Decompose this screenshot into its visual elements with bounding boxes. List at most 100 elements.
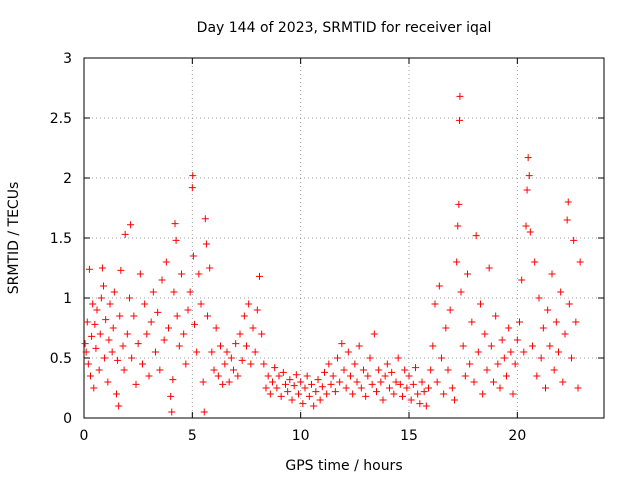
- data-point: [136, 270, 144, 278]
- data-point: [565, 300, 573, 308]
- data-point: [188, 184, 196, 192]
- data-point: [100, 282, 107, 290]
- data-point: [249, 324, 257, 332]
- data-point: [149, 288, 157, 296]
- data-point: [355, 342, 363, 350]
- data-point: [308, 380, 315, 388]
- data-point: [173, 312, 181, 320]
- data-point: [472, 232, 480, 240]
- data-point: [407, 396, 415, 404]
- data-point: [84, 360, 92, 368]
- data-point: [169, 376, 177, 384]
- data-point: [121, 230, 129, 238]
- data-point: [561, 330, 569, 338]
- data-point: [453, 258, 461, 266]
- data-point: [284, 388, 292, 396]
- y-tick-label: 3: [63, 51, 72, 67]
- axis-ticks: 0 5 10 15 20 0 0.5 1 1.5 2 2.5 3: [50, 51, 604, 444]
- data-points: [81, 92, 584, 416]
- data-point: [416, 400, 424, 408]
- data-point: [195, 270, 203, 278]
- data-point: [544, 306, 552, 314]
- x-tick-label: 15: [400, 428, 418, 444]
- data-point: [503, 372, 510, 380]
- data-point: [113, 390, 120, 398]
- data-point: [273, 384, 281, 392]
- data-point: [329, 372, 337, 380]
- data-point: [492, 312, 500, 320]
- data-point: [576, 258, 584, 266]
- data-point: [295, 390, 302, 398]
- data-point: [564, 198, 572, 206]
- data-point: [340, 366, 348, 374]
- data-point: [292, 371, 300, 379]
- data-point: [500, 354, 508, 362]
- data-point: [377, 378, 385, 386]
- data-point: [119, 342, 127, 350]
- data-point: [143, 330, 151, 338]
- data-point: [165, 324, 172, 332]
- data-point: [318, 383, 326, 391]
- data-point: [189, 252, 197, 260]
- data-point: [563, 216, 571, 224]
- data-point: [286, 376, 294, 384]
- data-point: [258, 330, 266, 338]
- data-point: [189, 172, 197, 180]
- data-point: [375, 366, 383, 374]
- data-point: [186, 288, 194, 296]
- data-point: [120, 366, 128, 374]
- data-point: [442, 324, 450, 332]
- data-point: [123, 330, 131, 338]
- data-point: [256, 272, 263, 280]
- data-point: [156, 366, 164, 374]
- y-axis-label: SRMTID / TECUs: [6, 182, 22, 295]
- data-point: [253, 306, 261, 314]
- data-point: [154, 308, 162, 316]
- data-point: [191, 320, 198, 328]
- data-point: [479, 390, 487, 398]
- grid-lines: [84, 58, 604, 418]
- y-tick-label: 2.5: [50, 111, 72, 127]
- data-point: [507, 348, 515, 356]
- data-point: [370, 330, 378, 338]
- data-point: [172, 236, 180, 244]
- data-point: [238, 356, 246, 364]
- data-point: [204, 312, 211, 320]
- data-point: [260, 360, 268, 368]
- data-point: [141, 300, 149, 308]
- data-point: [366, 354, 374, 362]
- data-point: [559, 378, 567, 386]
- data-point: [379, 396, 387, 404]
- data-point: [134, 340, 142, 348]
- data-point: [485, 264, 493, 272]
- data-point: [418, 378, 426, 386]
- data-point: [555, 348, 562, 356]
- data-point: [459, 342, 467, 350]
- data-point: [290, 382, 298, 390]
- data-point: [114, 356, 122, 364]
- data-point: [162, 258, 170, 266]
- data-point: [168, 408, 176, 416]
- data-point: [108, 348, 116, 356]
- data-point: [225, 378, 233, 386]
- data-point: [542, 384, 549, 392]
- data-point: [360, 366, 367, 374]
- data-point: [409, 380, 417, 388]
- data-point: [470, 378, 478, 386]
- data-point: [95, 366, 103, 374]
- data-point: [128, 354, 136, 362]
- data-point: [87, 372, 94, 380]
- data-point: [448, 384, 456, 392]
- data-point: [236, 330, 244, 338]
- data-point: [89, 300, 97, 308]
- data-point: [323, 390, 331, 398]
- data-point: [110, 288, 118, 296]
- data-point: [338, 340, 346, 348]
- data-point: [116, 312, 124, 320]
- data-point: [193, 348, 201, 356]
- data-point: [531, 258, 539, 266]
- data-point: [208, 348, 216, 356]
- data-point: [364, 372, 372, 380]
- x-tick-label: 5: [188, 428, 197, 444]
